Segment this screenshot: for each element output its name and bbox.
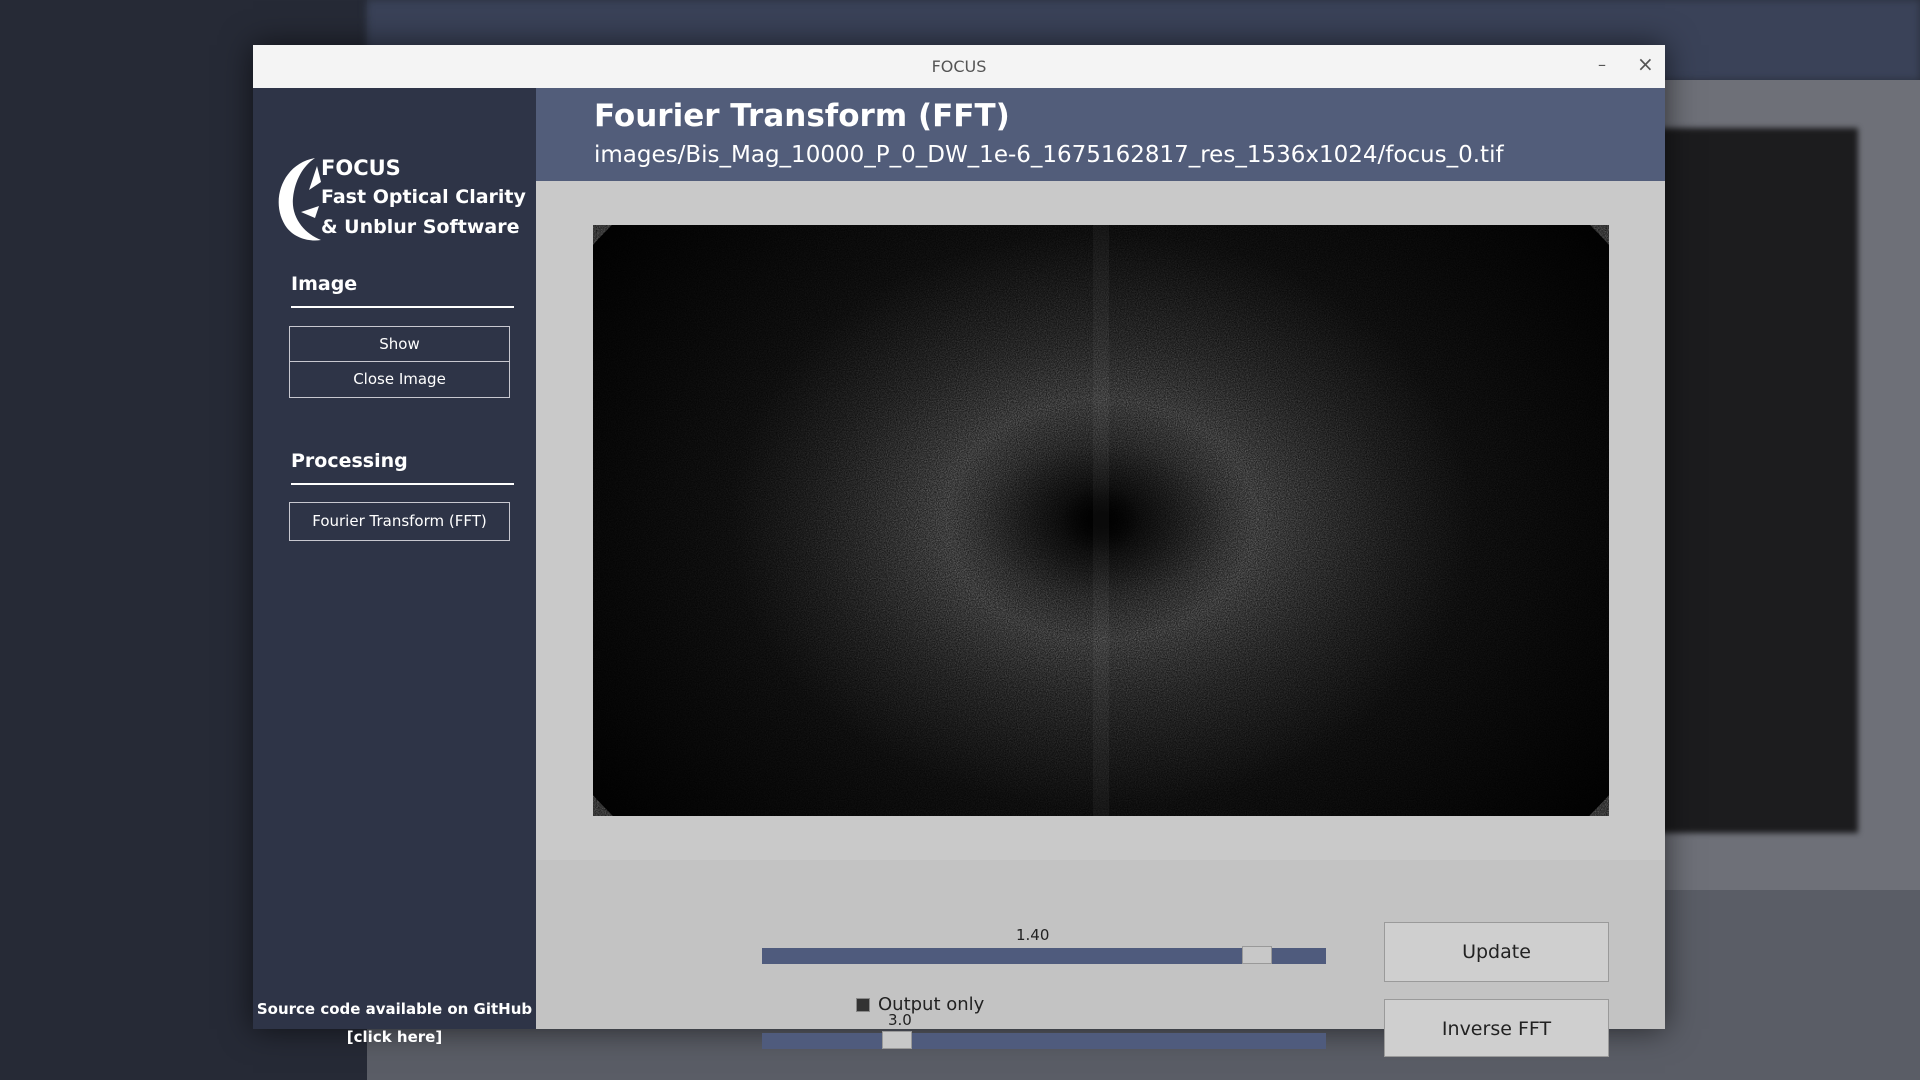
button[interactable]: Close Image	[289, 361, 510, 398]
zoom-value: 3.0	[888, 1011, 912, 1029]
github-link[interactable]: [click here]	[346, 1028, 443, 1046]
section-heading: Image	[291, 273, 358, 295]
fft-image	[593, 225, 1609, 816]
divider	[291, 306, 514, 308]
gamma-slider[interactable]	[762, 946, 1326, 964]
zoom-slider[interactable]	[762, 1031, 1326, 1049]
logo-title: FOCUS	[321, 156, 401, 180]
inverse-fft-button[interactable]: Inverse FFT	[1384, 999, 1609, 1057]
logo-line: & Unblur Software	[321, 216, 520, 238]
page-title: Fourier Transform (FFT)	[594, 98, 1010, 134]
logo-line: Fast Optical Clarity	[321, 186, 526, 208]
slider-handle[interactable]	[1242, 946, 1272, 964]
header: Fourier Transform (FFT) images/Bis_Mag_1…	[536, 88, 1665, 181]
fft-spectrum	[593, 225, 1609, 816]
file-path: images/Bis_Mag_10000_P_0_DW_1e-6_1675162…	[594, 142, 1504, 168]
footer-text: Source code available on GitHub	[256, 1000, 533, 1018]
checkbox[interactable]	[856, 998, 870, 1012]
minimize-button[interactable]: –	[1598, 55, 1606, 74]
background-image	[1640, 128, 1858, 833]
update-button[interactable]: Update	[1384, 922, 1609, 982]
section-heading: Processing	[291, 450, 408, 472]
slider-handle[interactable]	[882, 1031, 912, 1049]
dialog: FOCUS – × FOCUS Fast Optical Clarity & U…	[253, 45, 1665, 1057]
button[interactable]: Fourier Transform (FFT)	[289, 502, 510, 541]
window-title: FOCUS	[931, 57, 987, 76]
close-button[interactable]: ×	[1637, 52, 1654, 76]
logo	[278, 158, 321, 241]
title-bar: FOCUS – ×	[253, 45, 1665, 88]
divider	[291, 483, 514, 485]
button[interactable]: Show	[289, 326, 510, 362]
checkbox-label: Output only	[878, 994, 985, 1015]
sidebar: FOCUS Fast Optical Clarity & Unblur Soft…	[253, 88, 536, 1046]
gamma-value: 1.40	[1016, 926, 1050, 944]
controls: Gamma: 1.40 Output only Zoom: 3.0 Update…	[536, 860, 1665, 1057]
